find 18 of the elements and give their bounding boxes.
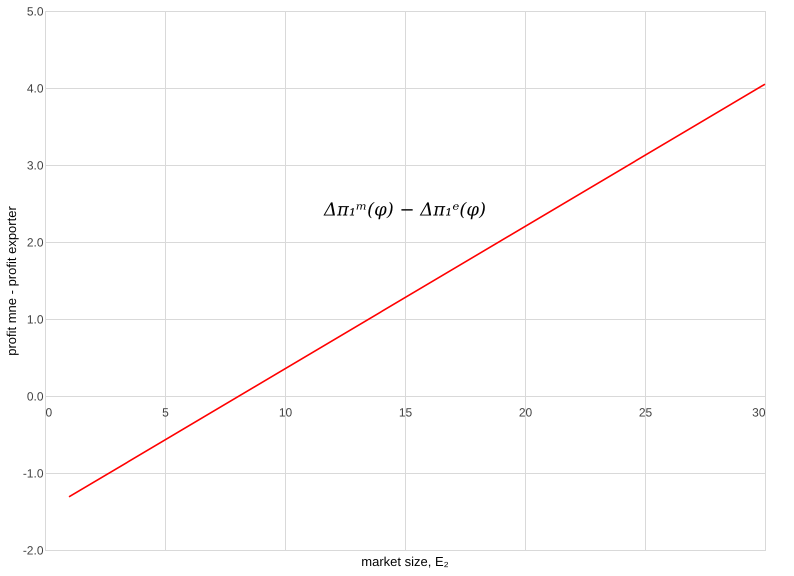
y-tick-label: -1.0 — [22, 466, 44, 480]
y-tick-label: 5.0 — [26, 4, 44, 18]
y-axis-title: profit mne - profit exporter — [4, 206, 19, 356]
x-axis-title: market size, E₂ — [361, 554, 449, 569]
y-tick-label: 1.0 — [26, 312, 44, 326]
x-tick-label: 20 — [518, 406, 532, 420]
x-tick-label: 5 — [162, 406, 170, 420]
y-tick-label: -2.0 — [22, 544, 44, 558]
x-tick-label: 25 — [638, 406, 652, 420]
annotation: Δπ₁ᵐ(φ) − Δπ₁ᵉ(φ) — [323, 199, 486, 220]
y-tick-label: 2.0 — [26, 236, 44, 250]
y-tick-label: 3.0 — [26, 158, 44, 172]
x-tick-label: 30 — [752, 406, 766, 420]
x-tick-label: 0 — [46, 406, 52, 420]
x-tick-label: 15 — [398, 406, 412, 420]
y-tick-label: 0.0 — [26, 390, 44, 404]
y-tick-label: 4.0 — [26, 82, 44, 96]
x-tick-label: 10 — [278, 406, 292, 420]
